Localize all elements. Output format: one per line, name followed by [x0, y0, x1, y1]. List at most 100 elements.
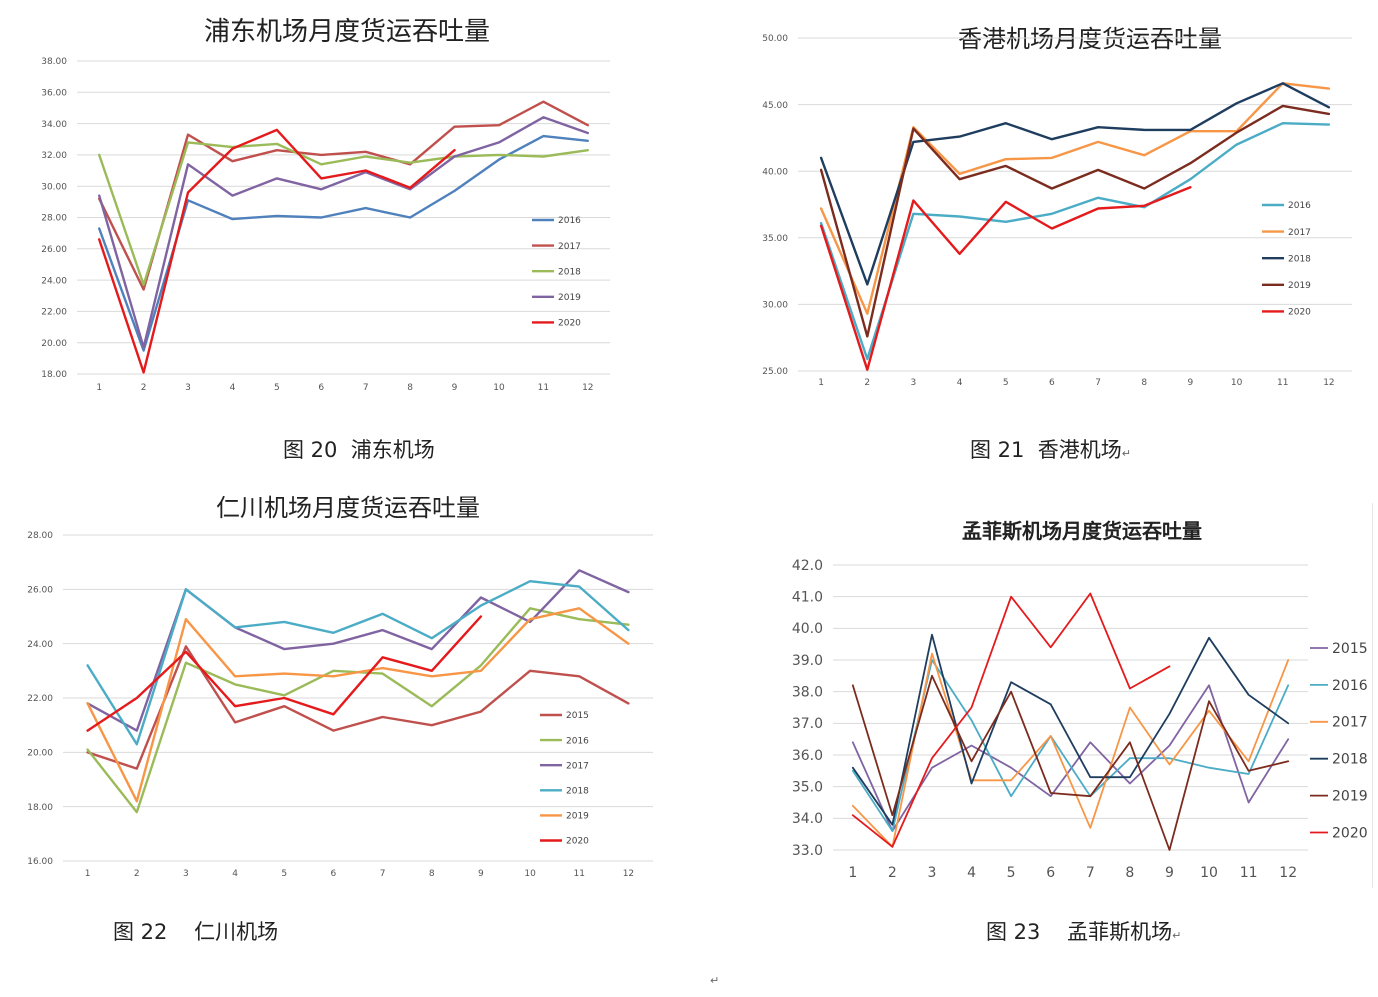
chart-title: 香港机场月度货运吞吐量 — [958, 25, 1222, 53]
x-tick-label: 4 — [230, 383, 236, 393]
footer-paragraph-mark: ↵ — [710, 974, 720, 987]
chart-title: 孟菲斯机场月度货运吞吐量 — [962, 519, 1202, 543]
y-tick-label: 35.00 — [762, 234, 788, 244]
y-tick-label: 33.0 — [792, 843, 823, 859]
y-tick-label: 50.00 — [762, 34, 788, 44]
x-tick-label: 9 — [1188, 378, 1194, 388]
x-tick-label: 5 — [1003, 378, 1009, 388]
chart-svg: 孟菲斯机场月度货运吞吐量 33.0 34.0 35.0 36.0 37.0 38.0 39.0… — [792, 519, 1368, 881]
chart-svg: 浦东机场月度货运吞吐量 18.00 20.00 22.00 24.00 26.00 28.0… — [41, 17, 610, 393]
x-tick-label: 12 — [582, 383, 593, 393]
legend-label: 2017 — [558, 242, 581, 252]
x-tick-label: 5 — [281, 869, 287, 879]
x-tick-label: 8 — [1125, 865, 1134, 881]
y-tick-label: 18.00 — [27, 803, 53, 813]
x-tick-label: 11 — [538, 383, 549, 393]
y-tick-label: 38.0 — [792, 685, 823, 701]
x-tick-label: 11 — [574, 869, 585, 879]
x-tick-label: 8 — [407, 383, 413, 393]
x-tick-label: 3 — [927, 865, 936, 881]
series-line-2020 — [819, 185, 1192, 371]
x-tick-label: 2 — [134, 869, 140, 879]
y-tick-label: 26.00 — [27, 585, 53, 595]
series-line-2015 — [86, 645, 630, 770]
series-line-2019 — [86, 607, 630, 803]
y-tick-label: 22.00 — [27, 694, 53, 704]
legend-label: 2020 — [1332, 825, 1368, 841]
legend-label: 2017 — [1332, 715, 1368, 731]
x-tick-label: 12 — [1323, 378, 1334, 388]
x-tick-label: 6 — [1049, 378, 1055, 388]
y-tick-label: 34.0 — [792, 811, 823, 827]
legend-label: 2019 — [558, 293, 581, 303]
page-border — [1372, 503, 1373, 888]
y-tick-label: 45.00 — [762, 101, 788, 111]
x-tick-label: 12 — [1279, 865, 1297, 881]
y-tick-label: 38.00 — [41, 57, 67, 67]
caption-fig22: 图 22 仁川机场 — [113, 920, 279, 944]
chart-svg: 香港机场月度货运吞吐量 25.00 30.00 35.00 40.00 45.00 50.0… — [762, 25, 1352, 388]
y-tick-label: 20.00 — [27, 748, 53, 758]
y-tick-label: 28.00 — [27, 531, 53, 541]
caption-fig20: 图 20 浦东机场 — [283, 438, 435, 462]
y-tick-label: 36.00 — [41, 88, 67, 98]
series-line-2020 — [851, 592, 1171, 848]
x-tick-label: 4 — [232, 869, 238, 879]
chart-svg: 仁川机场月度货运吞吐量 16.00 18.00 20.00 22.00 24.00 26.0… — [27, 494, 653, 879]
series-line-2016 — [851, 659, 1290, 832]
paragraph-mark: ↵ — [1172, 929, 1182, 942]
series-line-2019 — [819, 104, 1331, 338]
legend-label: 2019 — [566, 812, 589, 822]
y-tick-label: 30.00 — [762, 301, 788, 311]
legend-label: 2019 — [1288, 281, 1311, 291]
x-tick-label: 3 — [911, 378, 917, 388]
y-tick-label: 25.00 — [762, 367, 788, 377]
chart-title: 浦东机场月度货运吞吐量 — [204, 17, 490, 47]
legend-label: 2018 — [566, 786, 589, 796]
x-tick-label: 4 — [967, 865, 976, 881]
chart-incheon: 仁川机场月度货运吞吐量 16.00 18.00 20.00 22.00 24.00 26.0… — [0, 480, 690, 900]
x-tick-label: 2 — [864, 378, 870, 388]
legend-label: 2018 — [1332, 752, 1368, 768]
chart-hongkong: 香港机场月度货运吞吐量 25.00 30.00 35.00 40.00 45.00 50.0… — [690, 0, 1378, 420]
legend-label: 2020 — [566, 837, 589, 847]
legend-label: 2018 — [1288, 254, 1311, 264]
x-tick-label: 1 — [96, 383, 102, 393]
x-tick-label: 7 — [1095, 378, 1101, 388]
x-tick-label: 6 — [318, 383, 324, 393]
chart-title: 仁川机场月度货运吞吐量 — [216, 494, 480, 522]
legend-label: 2016 — [566, 736, 589, 746]
x-tick-label: 7 — [380, 869, 386, 879]
y-tick-label: 36.0 — [792, 748, 823, 764]
x-tick-label: 1 — [818, 378, 824, 388]
x-tick-label: 7 — [363, 383, 369, 393]
y-tick-label: 24.00 — [27, 640, 53, 650]
series-line-2019 — [97, 116, 589, 349]
x-tick-label: 3 — [185, 383, 191, 393]
caption-fig23-text: 图 23 孟菲斯机场 — [986, 920, 1173, 944]
series-line-2018 — [86, 579, 630, 746]
chart-memphis: 孟菲斯机场月度货运吞吐量 33.0 34.0 35.0 36.0 37.0 38.0 39.0… — [690, 480, 1378, 900]
x-tick-label: 12 — [623, 869, 634, 879]
series-line-2019 — [851, 674, 1290, 851]
x-tick-label: 2 — [141, 383, 147, 393]
series-line-2020 — [86, 615, 483, 732]
legend-label: 2020 — [1288, 308, 1311, 318]
x-tick-label: 11 — [1277, 378, 1288, 388]
series-line-2017 — [86, 569, 630, 732]
legend-label: 2016 — [1332, 678, 1368, 694]
y-tick-label: 20.00 — [41, 339, 67, 349]
x-tick-label: 10 — [1231, 378, 1243, 388]
legend-label: 2019 — [1332, 789, 1368, 805]
caption-fig21: 图 21 香港机场↵ — [970, 434, 1131, 464]
y-tick-label: 41.0 — [792, 590, 823, 606]
legend-label: 2017 — [566, 761, 589, 771]
x-tick-label: 1 — [848, 865, 857, 881]
legend-label: 2018 — [558, 267, 581, 277]
series-line-2020 — [97, 128, 456, 374]
y-tick-label: 39.0 — [792, 653, 823, 669]
x-tick-label: 8 — [429, 869, 435, 879]
x-tick-label: 3 — [183, 869, 189, 879]
x-tick-label: 6 — [1046, 865, 1055, 881]
y-tick-label: 40.0 — [792, 621, 823, 637]
